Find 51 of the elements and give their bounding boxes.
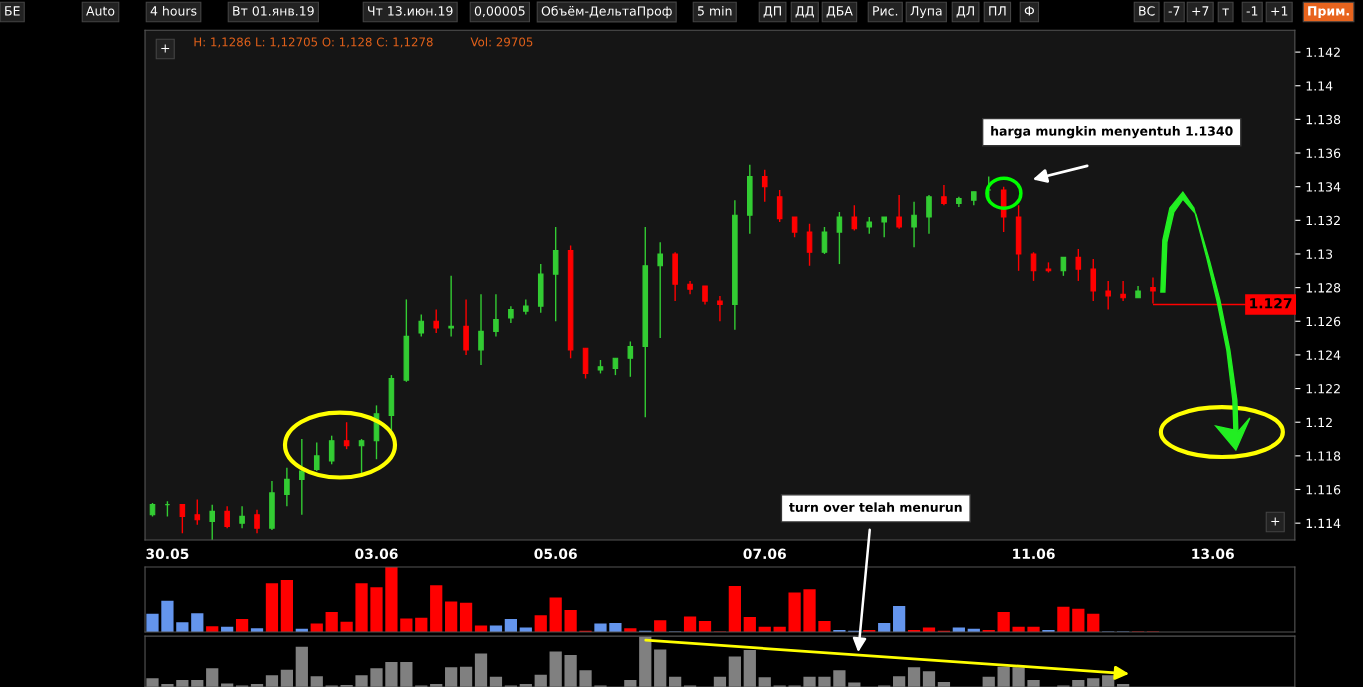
annotation: H: 1,1286 L: 1,12705 O: 1,128 C: 1,1278	[194, 37, 433, 48]
x-tick-label: 11.06	[1013, 548, 1055, 560]
x-tick-label: 03.06	[355, 548, 398, 560]
y-tick-label: 1.114	[1306, 518, 1341, 528]
text: Чт 13.июн.19	[368, 6, 453, 16]
y-tick-label: 1.124	[1306, 350, 1341, 360]
text: ВС	[1139, 6, 1155, 16]
text: 0,00005	[474, 6, 525, 17]
y-tick-label: 1.13	[1306, 249, 1333, 259]
x-tick-label: 07.06	[743, 548, 786, 560]
annotation: Vol: 29705	[470, 37, 533, 47]
text: ПЛ	[989, 6, 1006, 16]
text: 5 min	[697, 5, 732, 16]
y-tick-label: 1.142	[1306, 47, 1340, 57]
annotation: turn over telah menurun	[789, 502, 962, 512]
text: Прим.	[1308, 6, 1349, 19]
y-tick-label: 1.118	[1306, 451, 1341, 461]
text: -7	[1168, 6, 1180, 16]
text: -1	[1246, 6, 1258, 16]
text: ДЛ	[956, 6, 974, 18]
text: Вт 01.янв.19	[233, 6, 314, 16]
text: Лупа	[910, 6, 942, 19]
x-tick-label: 13.06	[1192, 548, 1234, 560]
text: Объём-ДельтаПроф	[541, 5, 672, 19]
annotation: harga mungkin menyentuh 1.1340	[991, 126, 1233, 139]
text: ДД	[795, 6, 814, 18]
text: Рис.	[873, 6, 898, 16]
y-tick-label: 1.138	[1306, 114, 1341, 125]
y-tick-label: 1.126	[1306, 316, 1341, 327]
y-tick-label: 1.134	[1306, 182, 1341, 192]
text: Auto	[86, 6, 115, 16]
text: ДП	[763, 6, 781, 18]
annotation: +	[161, 44, 170, 53]
text: БЕ	[5, 6, 20, 16]
ref-line-label: 1.127	[1250, 297, 1292, 309]
y-tick-label: 1.116	[1306, 484, 1341, 495]
x-tick-label: 05.06	[534, 548, 577, 560]
text: т	[1222, 8, 1229, 16]
y-tick-label: 1.14	[1306, 81, 1333, 91]
y-tick-label: 1.12	[1306, 417, 1332, 427]
text: ДБА	[826, 6, 853, 18]
annotation: +	[1271, 517, 1280, 526]
x-tick-label: 30.05	[146, 548, 189, 560]
text: Ф	[1024, 6, 1035, 16]
text: 4 hours	[150, 5, 197, 16]
y-tick-label: 1.136	[1306, 148, 1341, 158]
y-tick-label: 1.122	[1306, 384, 1340, 394]
text: +7	[1192, 6, 1209, 16]
y-tick-label: 1.128	[1306, 283, 1341, 293]
text: +1	[1271, 6, 1288, 16]
y-tick-label: 1.132	[1306, 215, 1340, 226]
